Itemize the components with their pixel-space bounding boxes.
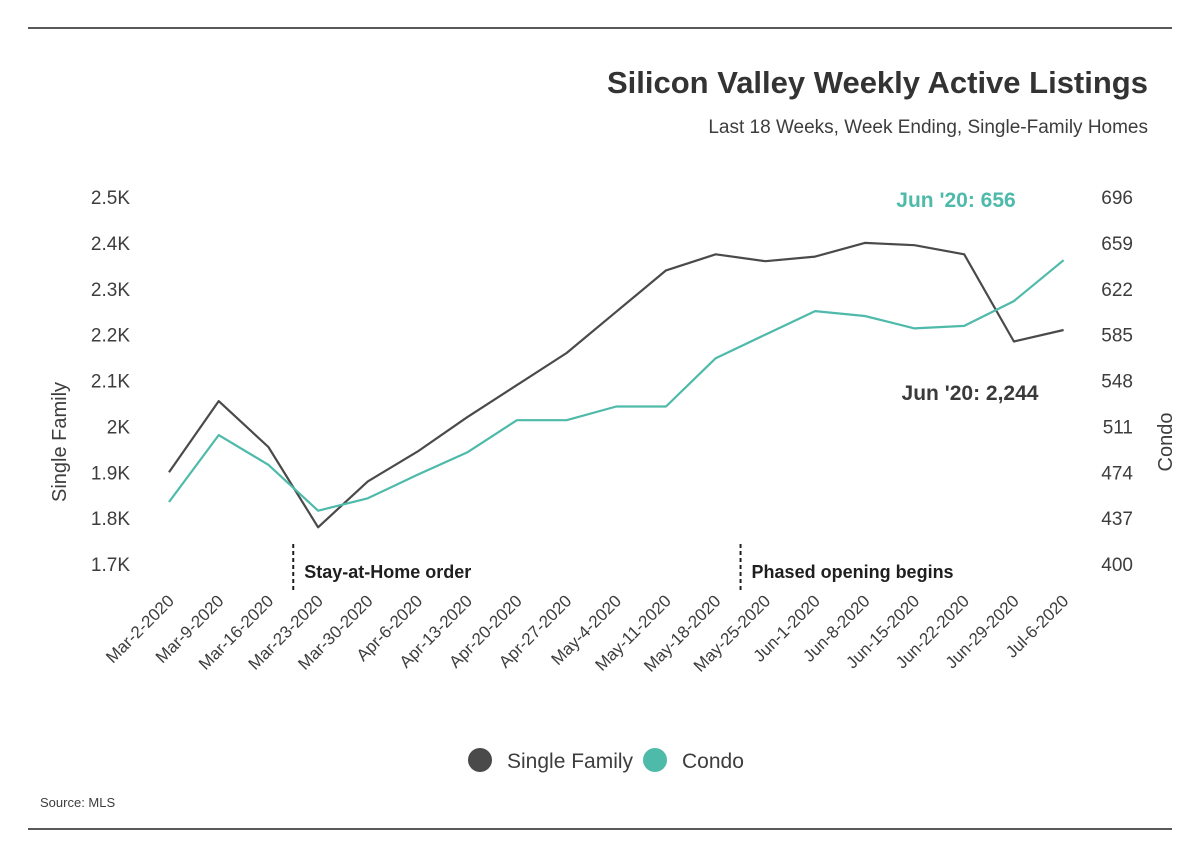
y-right-tick-label: 511 bbox=[1103, 417, 1133, 438]
legend: Single Family Condo bbox=[468, 748, 744, 773]
y-right-tick-label: 659 bbox=[1101, 234, 1133, 255]
legend-label-condo: Condo bbox=[682, 750, 744, 773]
y-left-tick-label: 2K bbox=[107, 417, 131, 438]
y-left-tick-label: 1.9K bbox=[91, 463, 130, 484]
annotation-label: Stay-at-Home order bbox=[304, 562, 471, 582]
series-line-single-family bbox=[168, 241, 1064, 529]
y-left-tick-labels: 1.7K 1.8K 1.9K 2K 2.1K 2.2K 2.3K 2.4K 2.5K bbox=[91, 188, 130, 576]
y-right-tick-label: 696 bbox=[1101, 188, 1133, 209]
legend-label-single-family: Single Family bbox=[507, 750, 634, 773]
chart-subtitle: Last 18 Weeks, Week Ending, Single-Famil… bbox=[708, 117, 1148, 138]
chart-title: Silicon Valley Weekly Active Listings bbox=[607, 65, 1148, 100]
y-left-tick-label: 1.8K bbox=[91, 509, 130, 530]
y-right-tick-label: 400 bbox=[1101, 555, 1133, 576]
x-tick-labels: Mar-2-2020Mar-9-2020Mar-16-2020Mar-23-20… bbox=[102, 591, 1072, 675]
annotation-label: Phased opening begins bbox=[752, 562, 954, 582]
series-line-condo bbox=[168, 259, 1065, 512]
y-right-tick-label: 622 bbox=[1101, 280, 1133, 301]
end-label-condo: Jun '20: 656 bbox=[896, 189, 1015, 212]
y-left-tick-label: 1.7K bbox=[91, 555, 130, 576]
end-label-single-family: Jun '20: 2,244 bbox=[902, 382, 1039, 405]
y-left-tick-label: 2.4K bbox=[91, 234, 130, 255]
y-right-tick-label: 474 bbox=[1101, 463, 1133, 484]
source-note: Source: MLS bbox=[40, 795, 115, 810]
y-left-tick-label: 2.2K bbox=[91, 326, 130, 347]
y-left-axis-title: Single Family bbox=[49, 382, 71, 502]
y-left-tick-label: 2.3K bbox=[91, 280, 130, 301]
y-left-tick-label: 2.5K bbox=[91, 188, 130, 209]
y-left-tick-label: 2.1K bbox=[91, 372, 130, 393]
event-annotations: Stay-at-Home order Phased opening begins bbox=[292, 544, 954, 590]
y-right-axis-title: Condo bbox=[1155, 413, 1177, 472]
y-right-tick-label: 548 bbox=[1101, 372, 1133, 393]
legend-swatch-condo bbox=[643, 748, 667, 772]
legend-swatch-single-family bbox=[468, 748, 492, 772]
y-right-tick-label: 437 bbox=[1101, 509, 1133, 530]
y-right-tick-labels: 400 437 474 511 548 585 622 659 696 bbox=[1101, 188, 1133, 576]
y-right-tick-label: 585 bbox=[1101, 326, 1133, 347]
